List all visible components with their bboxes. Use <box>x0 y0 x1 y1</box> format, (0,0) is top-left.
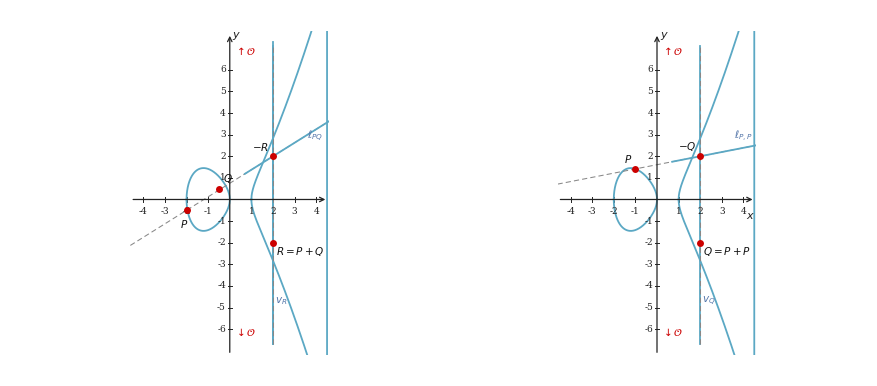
Text: $Q$: $Q$ <box>223 173 232 185</box>
Text: -3: -3 <box>644 260 652 269</box>
Text: $P$: $P$ <box>180 218 188 230</box>
Text: $\downarrow \mathcal{O}$: $\downarrow \mathcal{O}$ <box>233 327 255 338</box>
Text: 2: 2 <box>646 152 652 161</box>
Text: 1: 1 <box>675 207 681 216</box>
Text: -4: -4 <box>139 207 147 216</box>
Text: $\ell_{PQ}$: $\ell_{PQ}$ <box>306 129 323 144</box>
Text: 3: 3 <box>220 130 225 139</box>
Text: -3: -3 <box>217 260 225 269</box>
Text: 6: 6 <box>220 65 225 74</box>
Text: $Q = P+P$: $Q = P+P$ <box>702 245 751 258</box>
Text: -3: -3 <box>160 207 169 216</box>
Text: -2: -2 <box>182 207 190 216</box>
Text: $v_Q$: $v_Q$ <box>702 295 715 308</box>
Text: $y$: $y$ <box>232 30 241 42</box>
Text: 2: 2 <box>270 207 275 216</box>
Text: -1: -1 <box>644 217 652 225</box>
Text: -1: -1 <box>217 217 225 225</box>
Text: -4: -4 <box>217 281 225 290</box>
Text: -4: -4 <box>644 281 652 290</box>
Text: $\ell_{P,P}$: $\ell_{P,P}$ <box>733 129 752 144</box>
Text: 5: 5 <box>220 87 225 96</box>
Text: -6: -6 <box>644 325 652 334</box>
Text: $\uparrow \mathcal{O}$: $\uparrow \mathcal{O}$ <box>660 45 682 57</box>
Text: 6: 6 <box>646 65 652 74</box>
Text: -6: -6 <box>217 325 225 334</box>
Text: $R = P+Q$: $R = P+Q$ <box>276 245 324 258</box>
Text: -3: -3 <box>588 207 595 216</box>
Text: 1: 1 <box>220 173 225 182</box>
Text: $-Q$: $-Q$ <box>677 140 695 153</box>
Text: -2: -2 <box>217 238 225 247</box>
Text: -5: -5 <box>644 303 652 312</box>
Text: $-R$: $-R$ <box>252 141 269 153</box>
Text: -2: -2 <box>609 207 617 216</box>
Text: $P$: $P$ <box>624 152 631 164</box>
Text: $\downarrow \mathcal{O}$: $\downarrow \mathcal{O}$ <box>660 327 682 338</box>
Text: -1: -1 <box>631 207 639 216</box>
Text: $\uparrow \mathcal{O}$: $\uparrow \mathcal{O}$ <box>233 45 255 57</box>
Text: 4: 4 <box>220 108 225 117</box>
Text: 3: 3 <box>718 207 724 216</box>
Text: 2: 2 <box>696 207 702 216</box>
Text: 4: 4 <box>739 207 745 216</box>
Text: 4: 4 <box>646 108 652 117</box>
Text: $x$: $x$ <box>745 212 754 222</box>
Text: 3: 3 <box>291 207 297 216</box>
Text: -4: -4 <box>566 207 574 216</box>
Text: -5: -5 <box>217 303 225 312</box>
Text: -1: -1 <box>203 207 212 216</box>
Text: 2: 2 <box>220 152 225 161</box>
Text: 3: 3 <box>646 130 652 139</box>
Text: -2: -2 <box>644 238 652 247</box>
Text: 1: 1 <box>646 173 652 182</box>
Text: $y$: $y$ <box>659 30 667 42</box>
Text: 1: 1 <box>248 207 254 216</box>
Text: 5: 5 <box>646 87 652 96</box>
Text: 4: 4 <box>313 207 318 216</box>
Text: $v_R$: $v_R$ <box>275 295 288 307</box>
